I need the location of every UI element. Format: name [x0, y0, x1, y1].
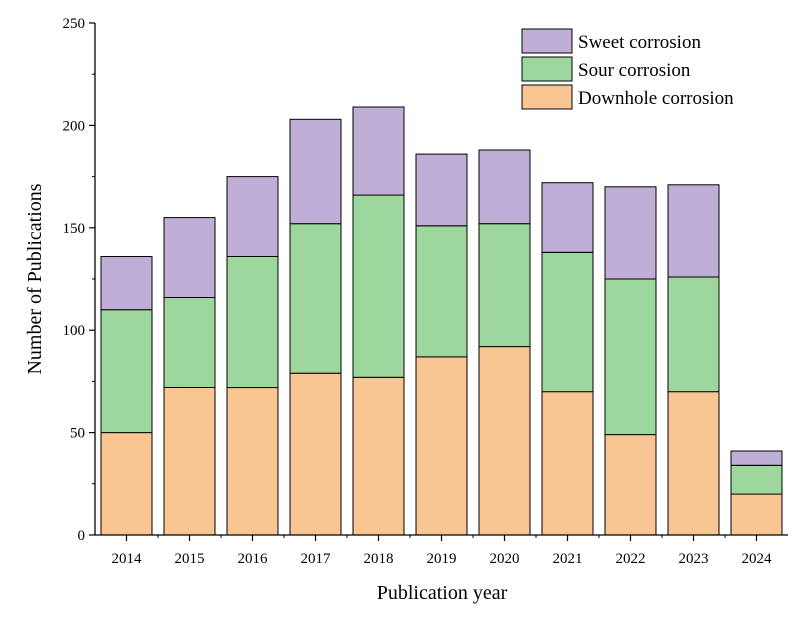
x-tick-label: 2018 — [364, 551, 394, 567]
y-tick-label: 150 — [63, 221, 86, 237]
bar-2018-downhole-corrosion — [352, 376, 405, 536]
bar-2023-sour-corrosion — [667, 276, 720, 393]
y-tick-label: 250 — [63, 16, 86, 32]
legend-swatch-sweet-corrosion — [521, 28, 573, 54]
bar-2024-downhole-corrosion — [730, 493, 783, 536]
y-axis-title: Number of Publications — [24, 183, 46, 374]
bar-2014-downhole-corrosion — [100, 432, 153, 536]
bar-2022-downhole-corrosion — [604, 434, 657, 536]
bar-2019-sour-corrosion — [415, 225, 468, 358]
x-tick-label: 2016 — [238, 551, 269, 567]
bar-2023-downhole-corrosion — [667, 391, 720, 536]
bar-2019-sweet-corrosion — [415, 153, 468, 227]
bar-2014-sweet-corrosion — [100, 256, 153, 311]
bar-2019-downhole-corrosion — [415, 356, 468, 536]
bar-2021-downhole-corrosion — [541, 391, 594, 536]
bar-2014-sour-corrosion — [100, 309, 153, 434]
x-tick-label: 2017 — [301, 551, 332, 567]
x-tick-label: 2019 — [427, 551, 457, 567]
bar-2017-downhole-corrosion — [289, 372, 342, 536]
x-tick-label: 2022 — [616, 551, 646, 567]
bar-2020-sweet-corrosion — [478, 149, 531, 225]
bar-2017-sour-corrosion — [289, 223, 342, 374]
y-tick-label: 0 — [78, 528, 86, 544]
legend-swatch-downhole-corrosion — [521, 84, 573, 110]
bar-2021-sweet-corrosion — [541, 182, 594, 253]
bar-2015-sweet-corrosion — [163, 217, 216, 299]
bar-2017-sweet-corrosion — [289, 118, 342, 225]
bar-2020-downhole-corrosion — [478, 346, 531, 536]
y-tick-label: 50 — [70, 426, 85, 442]
bar-2018-sour-corrosion — [352, 194, 405, 378]
bar-2023-sweet-corrosion — [667, 184, 720, 278]
legend: Sweet corrosion Sour corrosion Downhole co… — [521, 28, 734, 110]
y-tick-label: 200 — [63, 118, 86, 134]
ticks-group: 0 50 100 150 200 250 2014 2015 2016 2017 2018 2019 2… — [63, 16, 773, 567]
bar-2021-sour-corrosion — [541, 251, 594, 393]
x-tick-label: 2024 — [742, 551, 773, 567]
bar-2016-sweet-corrosion — [226, 176, 279, 258]
x-axis-title: Publication year — [377, 582, 508, 604]
legend-label-sour-corrosion: Sour corrosion — [578, 60, 691, 81]
x-tick-label: 2014 — [112, 551, 143, 567]
bar-2022-sweet-corrosion — [604, 186, 657, 280]
bar-2016-downhole-corrosion — [226, 387, 279, 536]
bar-2024-sweet-corrosion — [730, 450, 783, 466]
x-tick-label: 2020 — [490, 551, 520, 567]
bar-2016-sour-corrosion — [226, 256, 279, 389]
bar-2022-sour-corrosion — [604, 278, 657, 436]
bar-2020-sour-corrosion — [478, 223, 531, 348]
x-tick-label: 2021 — [553, 551, 583, 567]
bar-2018-sweet-corrosion — [352, 106, 405, 196]
legend-swatch-sour-corrosion — [521, 56, 573, 82]
bar-2015-sour-corrosion — [163, 296, 216, 388]
bars-group — [100, 106, 783, 536]
x-tick-label: 2023 — [679, 551, 709, 567]
bar-2024-sour-corrosion — [730, 464, 783, 495]
legend-label-sweet-corrosion: Sweet corrosion — [578, 32, 701, 53]
legend-label-downhole-corrosion: Downhole corrosion — [578, 88, 734, 109]
y-tick-label: 100 — [63, 323, 86, 339]
bar-2015-downhole-corrosion — [163, 387, 216, 536]
x-tick-label: 2015 — [175, 551, 205, 567]
